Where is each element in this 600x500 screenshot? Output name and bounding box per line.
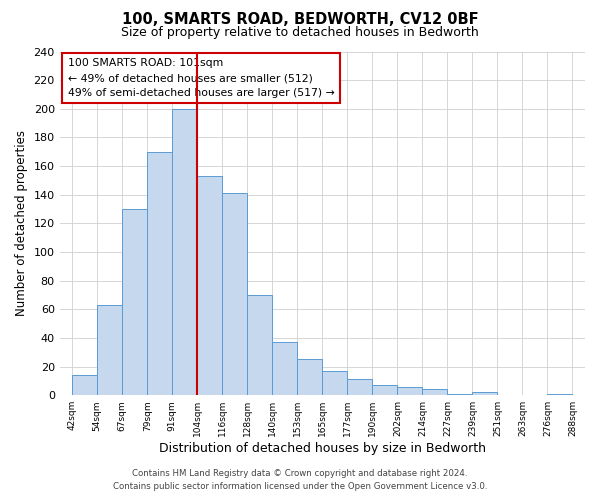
- Text: 100 SMARTS ROAD: 101sqm
← 49% of detached houses are smaller (512)
49% of semi-d: 100 SMARTS ROAD: 101sqm ← 49% of detache…: [68, 58, 334, 98]
- Text: Contains HM Land Registry data © Crown copyright and database right 2024.
Contai: Contains HM Land Registry data © Crown c…: [113, 469, 487, 491]
- Bar: [272, 342, 298, 395]
- X-axis label: Distribution of detached houses by size in Bedworth: Distribution of detached houses by size …: [159, 442, 486, 455]
- Bar: [147, 152, 172, 395]
- Bar: [373, 385, 397, 395]
- Bar: [197, 176, 222, 395]
- Bar: [547, 394, 572, 395]
- Bar: [172, 109, 197, 395]
- Bar: [222, 194, 247, 395]
- Bar: [72, 375, 97, 395]
- Text: Size of property relative to detached houses in Bedworth: Size of property relative to detached ho…: [121, 26, 479, 39]
- Bar: [322, 371, 347, 395]
- Bar: [298, 360, 322, 395]
- Bar: [448, 394, 472, 395]
- Bar: [122, 209, 147, 395]
- Bar: [347, 380, 373, 395]
- Bar: [97, 305, 122, 395]
- Bar: [472, 392, 497, 395]
- Y-axis label: Number of detached properties: Number of detached properties: [15, 130, 28, 316]
- Bar: [397, 386, 422, 395]
- Bar: [422, 390, 448, 395]
- Text: 100, SMARTS ROAD, BEDWORTH, CV12 0BF: 100, SMARTS ROAD, BEDWORTH, CV12 0BF: [122, 12, 478, 28]
- Bar: [247, 295, 272, 395]
